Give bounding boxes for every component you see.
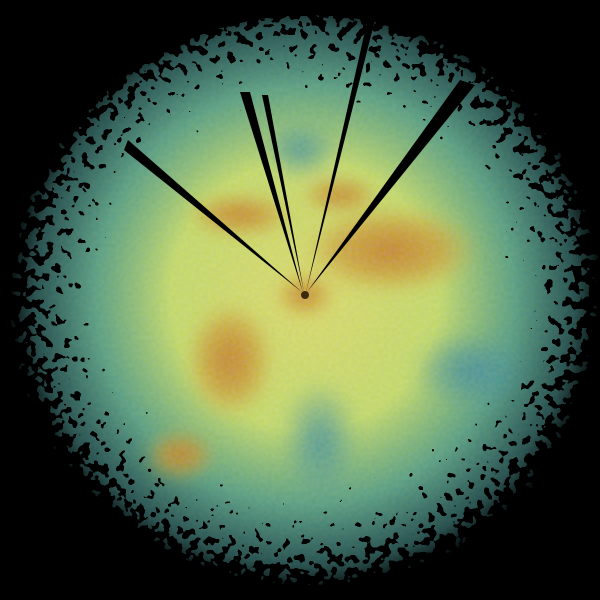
low-zone <box>280 380 360 500</box>
beam-blockages <box>124 0 475 293</box>
blocked-beam <box>262 95 304 292</box>
radar-site <box>301 291 309 299</box>
high-zone <box>300 205 480 295</box>
low-zone <box>410 330 530 410</box>
blocked-beam <box>124 140 303 293</box>
blocked-beam <box>307 80 475 292</box>
blocked-beam <box>240 92 303 293</box>
blocked-beam <box>306 0 380 292</box>
echo-field <box>10 15 600 585</box>
high-zone <box>145 430 215 480</box>
high-zone <box>185 300 275 420</box>
high-zone <box>300 177 380 213</box>
high-zone <box>185 193 295 237</box>
intensity-blobs <box>145 120 530 500</box>
